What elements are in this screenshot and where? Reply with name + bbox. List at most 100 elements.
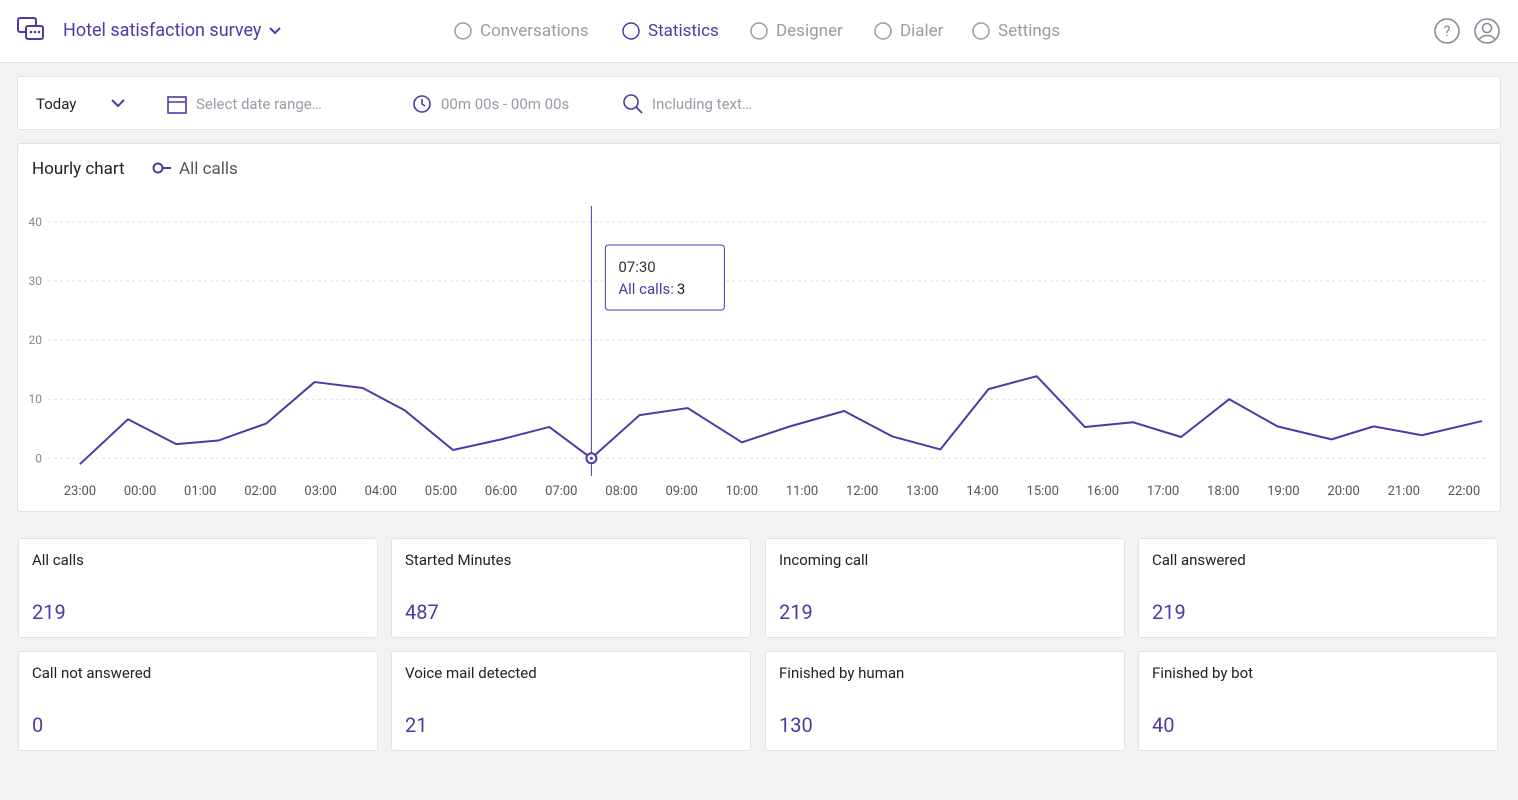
nav-icon xyxy=(874,22,892,40)
project-selector[interactable]: Hotel satisfaction survey xyxy=(63,20,282,41)
x-tick-label: 12:00 xyxy=(846,484,878,499)
nav-icon xyxy=(622,22,640,40)
stat-value: 21 xyxy=(405,713,428,737)
x-tick-label: 21:00 xyxy=(1388,484,1420,499)
chevron xyxy=(269,26,282,34)
x-tick-label: 20:00 xyxy=(1327,484,1359,499)
x-tick-label: 04:00 xyxy=(365,484,397,499)
x-tick-label: 19:00 xyxy=(1267,484,1299,499)
stat-card: All calls 219 xyxy=(18,538,378,638)
nav-item[interactable]: Designer xyxy=(748,20,843,42)
chart: Hourly chart All calls 0 10 20 30 40 23:00 00:0… xyxy=(29,159,1485,499)
x-tick-label: 03:00 xyxy=(304,484,336,499)
nav-icon xyxy=(972,22,990,40)
text-search[interactable]: Including text… xyxy=(652,95,752,113)
x-tick-label: 00:00 xyxy=(124,484,156,499)
stat-value: 0 xyxy=(32,713,44,737)
stat-card: Finished by bot 40 xyxy=(1138,651,1498,751)
stat-label: Finished by bot xyxy=(1152,664,1254,682)
legend-marker xyxy=(152,162,164,174)
tooltip-label: All calls: xyxy=(618,280,673,298)
nav-label[interactable]: Statistics xyxy=(648,21,719,41)
x-tick-label: 01:00 xyxy=(184,484,216,499)
filter-bar: Today Select date range… 00m 00s - 00m 0… xyxy=(17,76,1501,130)
chevron xyxy=(111,99,125,108)
logo xyxy=(17,17,44,40)
tooltip-value: 3 xyxy=(677,280,685,298)
x-tick-label: 11:00 xyxy=(786,484,818,499)
nav-icon xyxy=(454,22,472,40)
x-tick-label: 14:00 xyxy=(966,484,998,499)
series-line xyxy=(79,375,1483,465)
stat-value: 219 xyxy=(779,600,813,624)
search-icon xyxy=(623,94,643,114)
stat-label: Incoming call xyxy=(779,551,869,569)
y-tick-label: 0 xyxy=(35,451,42,465)
stat-value: 40 xyxy=(1152,713,1175,737)
stat-label: Started Minutes xyxy=(405,551,512,569)
stat-card: Voice mail detected 21 xyxy=(391,651,751,751)
chart-title: Hourly chart xyxy=(32,159,125,179)
x-tick-label: 07:00 xyxy=(545,484,577,499)
x-tick-label: 22:00 xyxy=(1448,484,1480,499)
svg-text:?: ? xyxy=(1443,22,1450,40)
nav-item[interactable]: Statistics xyxy=(620,20,719,42)
nav-icon xyxy=(750,22,768,40)
x-tick-label: 23:00 xyxy=(64,484,96,499)
stat-card: Started Minutes 487 xyxy=(391,538,751,638)
x-tick-label: 18:00 xyxy=(1207,484,1239,499)
x-tick-label: 05:00 xyxy=(425,484,457,499)
x-tick-label: 13:00 xyxy=(906,484,938,499)
stat-value: 219 xyxy=(1152,600,1186,624)
nav-item[interactable]: Settings xyxy=(970,20,1060,42)
x-tick-label: 15:00 xyxy=(1027,484,1059,499)
nav-label[interactable]: Settings xyxy=(998,21,1061,41)
header: Hotel satisfaction survey ? Conversation… xyxy=(0,0,1518,63)
stat-label: Call not answered xyxy=(32,664,152,682)
stat-value: 219 xyxy=(32,600,66,624)
x-tick-label: 09:00 xyxy=(665,484,697,499)
calendar-icon xyxy=(167,96,187,114)
nav-icon-shape xyxy=(750,22,768,40)
y-tick-label: 10 xyxy=(29,392,43,406)
nav-icon-shape xyxy=(874,22,892,40)
nav-item[interactable]: Dialer xyxy=(872,20,943,42)
stat-card: Call not answered 0 xyxy=(18,651,378,751)
duration[interactable]: 00m 00s - 00m 00s xyxy=(441,95,570,113)
hover-point-dot xyxy=(589,456,593,460)
stat-label: Voice mail detected xyxy=(405,664,537,682)
date-range[interactable]: Select date range… xyxy=(196,95,322,113)
clock-icon xyxy=(413,95,431,113)
nav-icon-shape xyxy=(622,22,640,40)
period-select[interactable]: Today xyxy=(36,95,77,113)
y-tick-label: 30 xyxy=(29,274,43,288)
nav-label[interactable]: Designer xyxy=(776,21,843,41)
tooltip-title: 07:30 xyxy=(618,258,655,276)
nav-item[interactable]: Conversations xyxy=(452,20,589,42)
nav-label[interactable]: Dialer xyxy=(900,21,944,41)
nav-label[interactable]: Conversations xyxy=(480,21,589,41)
stat-value: 487 xyxy=(405,600,439,624)
stat-card: Call answered 219 xyxy=(1138,538,1498,638)
y-tick-label: 40 xyxy=(29,215,43,229)
stat-label: Call answered xyxy=(1152,551,1246,569)
x-tick-label: 10:00 xyxy=(726,484,758,499)
tooltip xyxy=(604,244,725,311)
stat-label: All calls xyxy=(32,551,84,569)
nav-icon-shape xyxy=(454,22,472,40)
x-tick-label: 02:00 xyxy=(244,484,276,499)
x-tick-label: 17:00 xyxy=(1147,484,1179,499)
header-icons[interactable]: ? xyxy=(1433,17,1518,47)
stat-label: Finished by human xyxy=(779,664,905,682)
stat-value: 130 xyxy=(779,713,813,737)
project-name[interactable]: Hotel satisfaction survey xyxy=(63,20,262,41)
y-tick-label: 20 xyxy=(29,333,43,347)
chart-card: Hourly chart All calls 0 10 20 30 40 23:00 00:0… xyxy=(17,143,1501,512)
stat-card: Incoming call 219 xyxy=(765,538,1125,638)
nav-icon-shape xyxy=(972,22,990,40)
x-tick-label: 08:00 xyxy=(605,484,637,499)
x-tick-label: 06:00 xyxy=(485,484,517,499)
legend-label: All calls xyxy=(179,159,238,179)
stat-card: Finished by human 130 xyxy=(765,651,1125,751)
